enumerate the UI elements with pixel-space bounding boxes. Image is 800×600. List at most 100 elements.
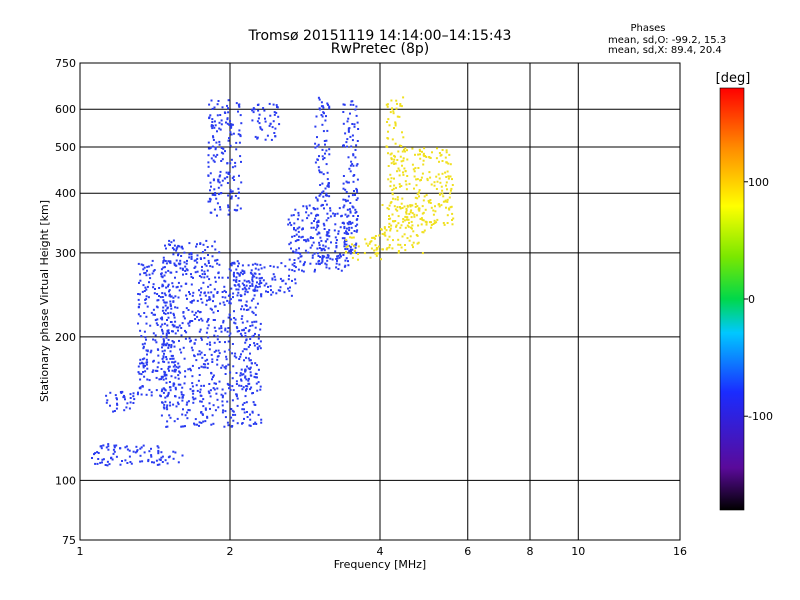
echo-point [91, 457, 93, 459]
echo-point [318, 244, 321, 247]
echo-point [325, 234, 328, 237]
echo-point [420, 223, 423, 226]
echo-point [112, 448, 115, 451]
echo-point [324, 194, 327, 197]
echo-point [297, 214, 300, 217]
echo-point [231, 352, 234, 355]
echo-point [314, 161, 317, 164]
echo-point [212, 374, 215, 377]
echo-point [394, 198, 397, 201]
echo-point [233, 208, 236, 211]
echo-point [315, 196, 318, 199]
echo-point [146, 305, 149, 308]
echo-point [162, 266, 165, 269]
echo-point [196, 254, 199, 257]
echo-point [254, 313, 257, 316]
echo-point [390, 177, 393, 180]
echo-point [416, 242, 419, 245]
echo-point [196, 299, 199, 302]
echo-point [353, 125, 356, 128]
echo-point [164, 371, 167, 374]
echo-point [160, 378, 163, 381]
echo-point [392, 187, 395, 190]
echo-point [233, 262, 236, 265]
x-tick-label: 6 [464, 545, 471, 558]
echo-point [239, 155, 242, 158]
echo-point [356, 121, 359, 124]
echo-point [119, 463, 122, 466]
echo-point [395, 99, 398, 102]
echo-point [128, 455, 131, 458]
echo-point [322, 195, 325, 198]
echo-point [242, 386, 245, 389]
echo-point [383, 227, 386, 230]
echo-point [179, 348, 182, 351]
echo-point [326, 185, 329, 188]
echo-point [252, 107, 255, 110]
echo-point [387, 208, 390, 211]
echo-point [246, 291, 249, 294]
echo-point [254, 289, 257, 292]
echo-point [267, 291, 269, 293]
echo-point [139, 362, 141, 365]
echo-point [390, 99, 393, 102]
echo-point [177, 377, 180, 380]
echo-point [347, 195, 350, 198]
echo-point [262, 107, 265, 110]
echo-point [224, 341, 226, 344]
echo-point [345, 141, 348, 144]
echo-point [187, 409, 190, 411]
echo-point [210, 157, 213, 160]
echo-point [316, 247, 319, 250]
echo-point [340, 269, 343, 272]
echo-point [208, 402, 211, 405]
echo-point [226, 162, 229, 165]
echo-point [377, 252, 380, 255]
echo-point [234, 322, 237, 325]
echo-point [388, 246, 391, 249]
echo-point [303, 239, 306, 242]
echo-point [279, 277, 282, 280]
echo-point [220, 123, 223, 126]
echo-point [260, 295, 263, 298]
echo-point [184, 370, 187, 373]
echo-point [287, 223, 290, 226]
echo-point [228, 384, 231, 387]
echo-point [148, 273, 151, 276]
echo-point [323, 207, 325, 210]
echo-point [321, 123, 324, 126]
echo-point [221, 291, 224, 293]
echo-point [189, 367, 192, 370]
echo-point [153, 461, 155, 464]
echo-point [344, 132, 347, 135]
echo-point [102, 444, 105, 447]
echo-point [405, 211, 408, 214]
echo-point [165, 286, 168, 289]
echo-point [241, 388, 244, 391]
echo-point [438, 192, 441, 195]
echo-point [410, 216, 413, 219]
echo-point [177, 403, 180, 406]
echo-point [152, 360, 155, 363]
echo-point [323, 228, 326, 230]
echo-point [411, 212, 414, 215]
echo-point [221, 394, 224, 397]
echo-point [355, 199, 358, 201]
echo-point [105, 446, 108, 449]
echo-point [195, 359, 198, 362]
echo-point [196, 257, 199, 260]
echo-point [167, 329, 170, 332]
echo-point [334, 213, 337, 216]
echo-point [259, 279, 262, 282]
echo-point [305, 205, 308, 208]
echo-point [404, 180, 407, 183]
echo-point [139, 454, 142, 457]
echo-point [186, 297, 188, 300]
echo-point [180, 391, 183, 394]
echo-point [342, 175, 345, 177]
echo-point [403, 205, 406, 208]
echo-point [167, 367, 170, 370]
echo-point [194, 397, 197, 400]
echo-point [190, 257, 193, 260]
echo-point [400, 185, 403, 187]
